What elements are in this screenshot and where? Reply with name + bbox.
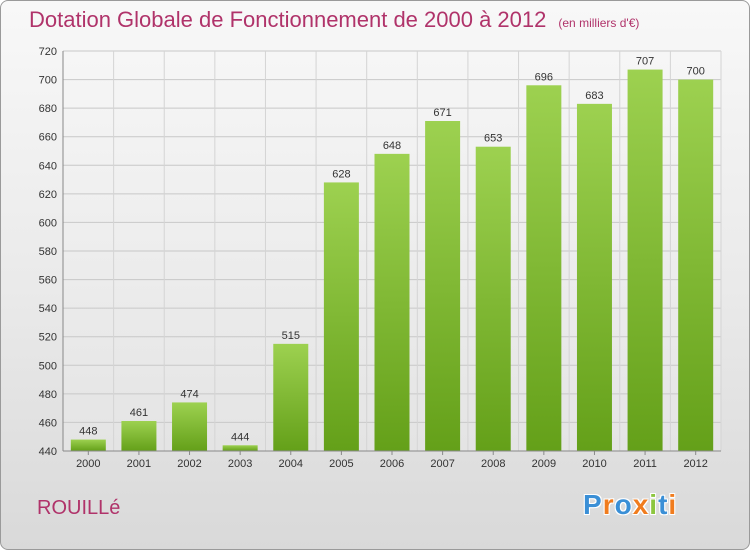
y-tick-label: 600 (39, 217, 57, 229)
logo-letter: o (614, 489, 633, 520)
x-tick-label: 2010 (582, 458, 606, 470)
logo-letter: x (632, 489, 650, 520)
value-label-2003: 444 (231, 431, 249, 443)
value-label-2010: 683 (585, 90, 603, 102)
y-tick-label: 440 (39, 446, 57, 458)
y-tick-label: 540 (39, 303, 57, 315)
bar-2001 (121, 421, 157, 451)
y-tick-label: 700 (39, 75, 57, 87)
x-tick-label: 2000 (76, 458, 100, 470)
y-tick-label: 580 (39, 246, 57, 258)
x-tick-label: 2005 (329, 458, 353, 470)
logo-letter: t (658, 489, 669, 520)
bars: 448 461 474 444 515 628 648 671 653 696 683 707 700 (70, 56, 714, 452)
y-tick-label: 480 (39, 389, 57, 401)
bar-2009 (526, 85, 562, 452)
y-tick-label: 720 (39, 46, 57, 58)
bar-2002 (172, 402, 208, 451)
value-label-2005: 628 (332, 168, 350, 180)
x-tick-label: 2002 (177, 458, 201, 470)
x-tick-label: 2009 (532, 458, 556, 470)
y-tick-label: 560 (39, 275, 57, 287)
logo-letter: P (583, 489, 603, 520)
chart-title-text: Dotation Globale de Fonctionnement de 20… (29, 7, 547, 32)
value-label-2006: 648 (383, 140, 401, 152)
bar-2003 (222, 445, 258, 451)
value-label-2002: 474 (180, 388, 198, 400)
x-tick-label: 2001 (127, 458, 151, 470)
y-tick-label: 660 (39, 132, 57, 144)
bar-2006 (374, 153, 410, 451)
value-label-2009: 696 (535, 71, 553, 83)
x-tick-label: 2007 (430, 458, 454, 470)
value-label-2008: 653 (484, 133, 502, 145)
value-label-2007: 671 (433, 107, 451, 119)
bar-2004 (273, 343, 309, 451)
bar-2010 (576, 103, 612, 451)
chart-title: Dotation Globale de Fonctionnement de 20… (29, 7, 639, 33)
axes: 440 460 480 500 520 540 560 580 600 620 640 660 680 7… (39, 46, 721, 470)
y-tick-label: 620 (39, 189, 57, 201)
value-label-2004: 515 (282, 330, 300, 342)
logo-letter: i (668, 489, 678, 520)
proxiti-logo: Proxiti (583, 489, 677, 521)
bar-2012 (678, 79, 714, 452)
y-tick-label: 460 (39, 417, 57, 429)
y-tick-label: 640 (39, 160, 57, 172)
city-name: ROUILLé (37, 497, 121, 519)
x-tick-label: 2003 (228, 458, 252, 470)
value-label-2001: 461 (130, 407, 148, 419)
y-tick-label: 520 (39, 332, 57, 344)
bar-2005 (323, 182, 359, 451)
value-label-2012: 700 (687, 66, 705, 78)
chart-subtitle: (en milliers d'€) (558, 16, 640, 30)
logo-letter: i (649, 489, 659, 520)
y-tick-label: 680 (39, 103, 57, 115)
x-tick-label: 2006 (380, 458, 404, 470)
bar-2000 (70, 439, 106, 451)
bar-2008 (475, 146, 511, 451)
bar-2007 (425, 121, 461, 451)
x-tick-label: 2004 (279, 458, 303, 470)
y-tick-label: 500 (39, 360, 57, 372)
logo-letter: r (602, 489, 615, 520)
x-tick-label: 2011 (633, 458, 657, 470)
x-tick-label: 2012 (683, 458, 707, 470)
x-tick-label: 2008 (481, 458, 505, 470)
value-label-2000: 448 (79, 426, 97, 438)
value-label-2011: 707 (636, 56, 654, 68)
bar-2011 (627, 69, 663, 452)
